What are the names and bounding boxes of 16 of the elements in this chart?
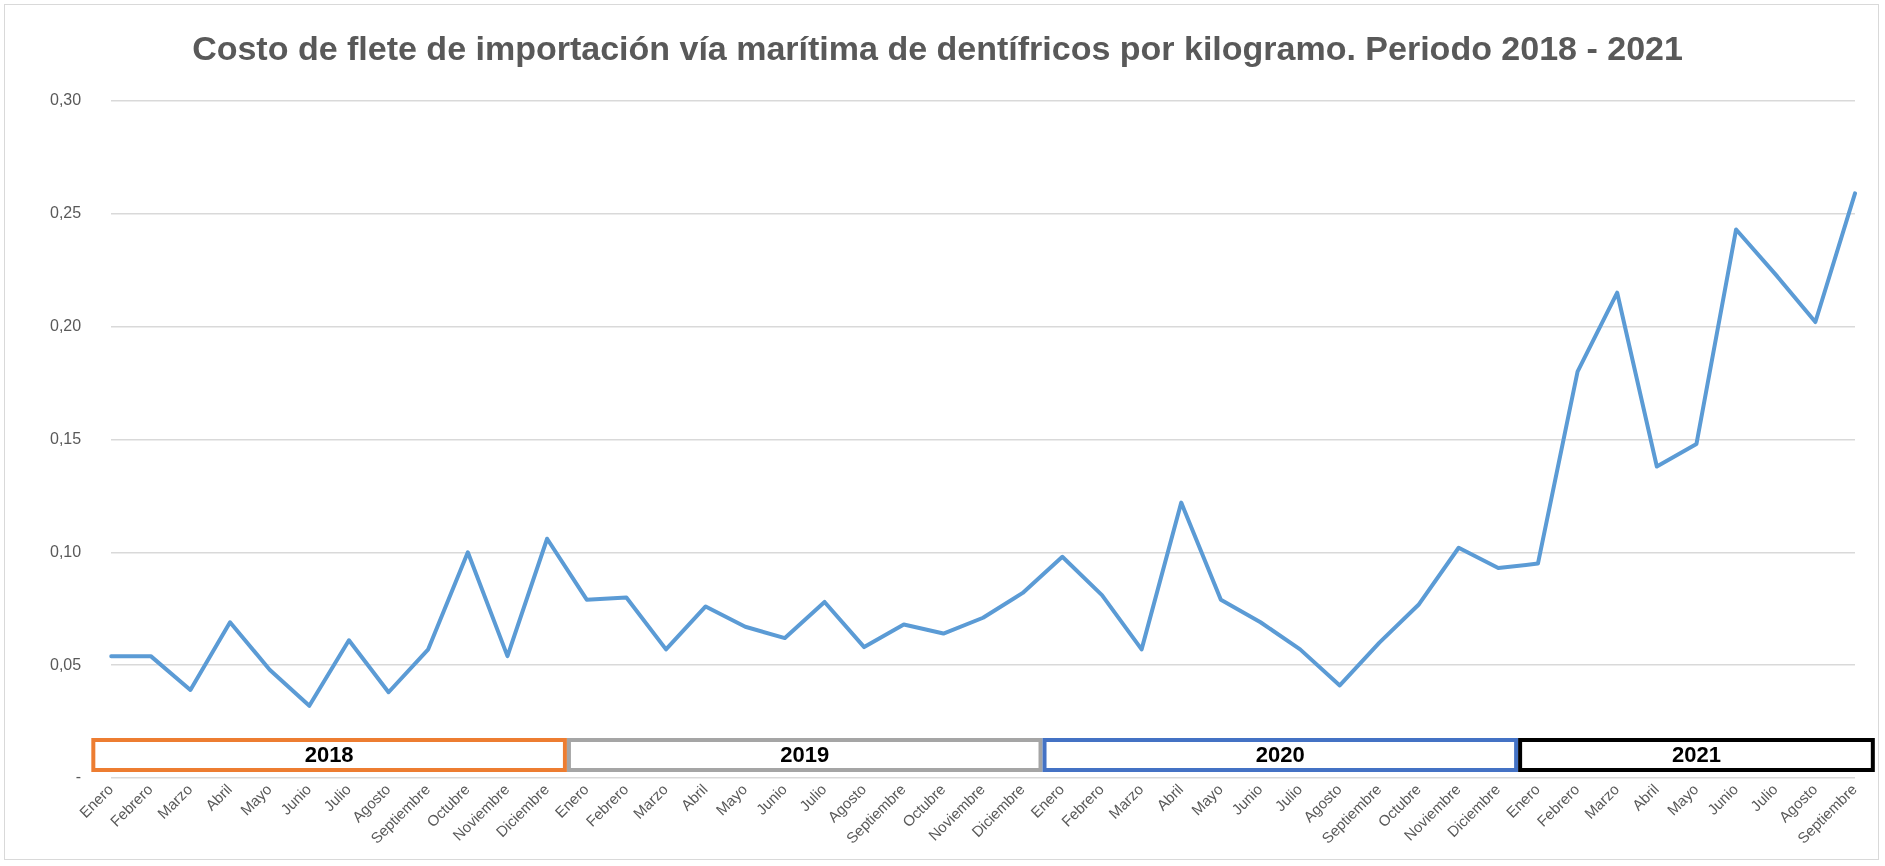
annotation: 2019 [780, 742, 830, 768]
y-tick-label: 0,05 [50, 655, 82, 673]
x-tick-label: Julio [1271, 780, 1306, 815]
x-tick-label: Julio [320, 780, 354, 815]
x-tick-label: Julio [1746, 780, 1781, 815]
y-tick-label: 0,30 [50, 91, 82, 109]
annotation: 2021 [1671, 742, 1721, 768]
y-tick-label: 0,15 [50, 429, 82, 447]
chart-title: Costo de flete de importación vía marítima de dentífricos por kilogramo. Periodo 2018 - 2021 [192, 28, 1683, 67]
y-tick-label: - [75, 768, 82, 786]
y-tick-label: 0,10 [50, 542, 82, 560]
x-tick-label: Julio [795, 780, 830, 815]
y-tick-label: 0,20 [50, 316, 82, 334]
annotation: 2020 [1255, 742, 1305, 768]
annotation: 2018 [304, 742, 354, 768]
y-tick-label: 0,25 [50, 204, 82, 222]
